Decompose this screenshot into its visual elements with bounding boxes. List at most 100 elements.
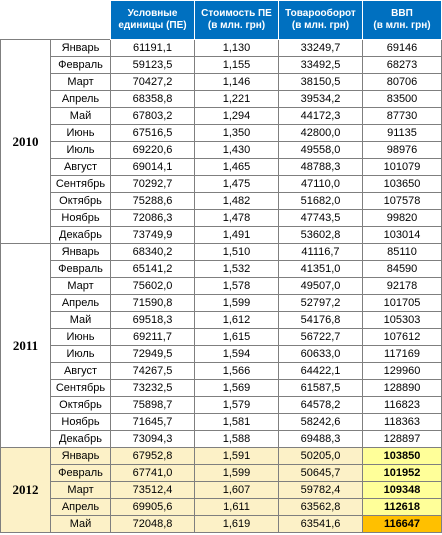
month-cell: Май: [50, 515, 111, 533]
gdp-cell: 98976: [362, 141, 442, 159]
gdp-cell: 69146: [362, 39, 442, 57]
gdp-cell: 116647: [362, 515, 442, 533]
month-cell: Февраль: [50, 464, 111, 482]
table-row: Март 75602,0 1,578 49507,0 92178: [1, 277, 442, 295]
turnover-cell: 54176,8: [278, 311, 363, 329]
month-cell: Февраль: [50, 56, 111, 74]
table-body: 2010 Январь 61191,1 1,130 33249,7 69146 Феврал…: [0, 39, 442, 533]
pe-cell: 73232,5: [110, 379, 195, 397]
gdp-cell: 92178: [362, 277, 442, 295]
gdp-cell: 103650: [362, 175, 442, 193]
turnover-cell: 48788,3: [278, 158, 363, 176]
month-cell: Сентябрь: [50, 175, 111, 193]
header-turnover-line1: Товарооборот: [285, 8, 356, 19]
cost-cell: 1,482: [194, 192, 279, 210]
month-cell: Январь: [50, 39, 111, 57]
pe-cell: 75288,6: [110, 192, 195, 210]
cost-cell: 1,612: [194, 311, 279, 329]
month-cell: Июль: [50, 141, 111, 159]
cost-cell: 1,569: [194, 379, 279, 397]
table-row: Август 74267,5 1,566 64422,1 129960: [1, 362, 442, 380]
table-row: Март 73512,4 1,607 59782,4 109348: [1, 481, 442, 499]
turnover-cell: 69488,3: [278, 430, 363, 448]
gdp-cell: 80706: [362, 73, 442, 91]
gdp-cell: 128897: [362, 430, 442, 448]
header-corner: [0, 0, 51, 40]
pe-cell: 69518,3: [110, 311, 195, 329]
table-row: Май 69518,3 1,612 54176,8 105303: [1, 311, 442, 329]
turnover-cell: 33249,7: [278, 39, 363, 57]
turnover-cell: 44172,3: [278, 107, 363, 125]
pe-cell: 69220,6: [110, 141, 195, 159]
table-row: 2011 Январь 68340,2 1,510 41116,7 85110: [0, 243, 442, 448]
pe-cell: 70292,7: [110, 175, 195, 193]
pe-cell: 72086,3: [110, 209, 195, 227]
header-gdp-line2: (в млн. грн): [373, 20, 431, 31]
pe-cell: 69905,6: [110, 498, 195, 516]
month-cell: Сентябрь: [50, 379, 111, 397]
month-cell: Декабрь: [50, 430, 111, 448]
header-gdp-line1: ВВП: [391, 8, 413, 19]
month-cell: Январь: [50, 447, 111, 465]
pe-cell: 72949,5: [110, 345, 195, 363]
gdp-cell: 87730: [362, 107, 442, 125]
gdp-cell: 116823: [362, 396, 442, 414]
table-row: Сентябрь 70292,7 1,475 47110,0 103650: [1, 175, 442, 193]
cost-cell: 1,350: [194, 124, 279, 142]
gdp-cell: 129960: [362, 362, 442, 380]
month-cell: Декабрь: [50, 226, 111, 244]
cost-cell: 1,155: [194, 56, 279, 74]
turnover-cell: 56722,7: [278, 328, 363, 346]
cost-cell: 1,578: [194, 277, 279, 295]
cost-cell: 1,294: [194, 107, 279, 125]
table-row: Август 69014,1 1,465 48788,3 101079: [1, 158, 442, 176]
table-row: Апрель 71590,8 1,599 52797,2 101705: [1, 294, 442, 312]
cost-cell: 1,130: [194, 39, 279, 57]
cost-cell: 1,607: [194, 481, 279, 499]
month-cell: Ноябрь: [50, 209, 111, 227]
header-pe-line1: Условные: [127, 8, 178, 19]
month-cell: Июль: [50, 345, 111, 363]
table-row: 2012 Январь 67952,8 1,591 50205,0 103850: [0, 447, 442, 533]
pe-cell: 67741,0: [110, 464, 195, 482]
month-cell: Октябрь: [50, 396, 111, 414]
pe-cell: 74267,5: [110, 362, 195, 380]
gdp-cell: 103850: [362, 447, 442, 465]
pe-cell: 68358,8: [110, 90, 195, 108]
cost-cell: 1,146: [194, 73, 279, 91]
table-row: Март 70427,2 1,146 38150,5 80706: [1, 73, 442, 91]
cost-cell: 1,615: [194, 328, 279, 346]
gdp-cell: 109348: [362, 481, 442, 499]
pe-cell: 67803,2: [110, 107, 195, 125]
month-cell: Июнь: [50, 328, 111, 346]
cost-cell: 1,594: [194, 345, 279, 363]
table-row: Февраль 65141,2 1,532 41351,0 84590: [1, 260, 442, 278]
turnover-cell: 59782,4: [278, 481, 363, 499]
pe-cell: 75898,7: [110, 396, 195, 414]
turnover-cell: 50645,7: [278, 464, 363, 482]
month-cell: Май: [50, 311, 111, 329]
header-corner-month: [50, 0, 111, 40]
month-cell: Март: [50, 73, 111, 91]
pe-cell: 73512,4: [110, 481, 195, 499]
pe-cell: 67952,8: [110, 447, 195, 465]
cost-cell: 1,478: [194, 209, 279, 227]
table-row: Июнь 67516,5 1,350 42800,0 91135: [1, 124, 442, 142]
cost-cell: 1,566: [194, 362, 279, 380]
gdp-cell: 85110: [362, 243, 442, 261]
turnover-cell: 47743,5: [278, 209, 363, 227]
gdp-cell: 107612: [362, 328, 442, 346]
pe-cell: 69211,7: [110, 328, 195, 346]
cost-cell: 1,581: [194, 413, 279, 431]
turnover-cell: 51682,0: [278, 192, 363, 210]
gdp-cell: 99820: [362, 209, 442, 227]
gdp-cell: 112618: [362, 498, 442, 516]
header-turnover-line2: (в млн. грн): [291, 20, 350, 31]
header-row: Условные единицы (ПЕ) Стоимость ПЕ (в мл…: [0, 0, 442, 40]
table-row: Июль 72949,5 1,594 60633,0 117169: [1, 345, 442, 363]
turnover-cell: 33492,5: [278, 56, 363, 74]
gdp-cell: 101079: [362, 158, 442, 176]
month-cell: Июнь: [50, 124, 111, 142]
gdp-cell: 101952: [362, 464, 442, 482]
